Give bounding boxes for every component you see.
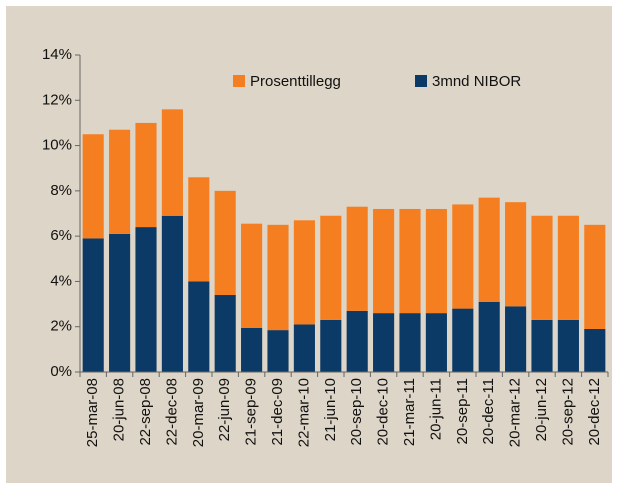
- bar-segment: [161, 215, 183, 372]
- bar-segment: [82, 134, 104, 239]
- bar-segment: [161, 109, 183, 216]
- bar-segment: [505, 202, 527, 307]
- bar-segment: [267, 224, 289, 331]
- bar-segment: [478, 197, 500, 302]
- bar-segment: [188, 177, 210, 282]
- bar-segment: [452, 204, 474, 309]
- legend-swatch: [415, 75, 427, 87]
- bar-segment: [584, 224, 606, 329]
- bar-segment: [531, 215, 553, 320]
- bar-segment: [346, 206, 368, 311]
- bar-segment: [320, 319, 342, 372]
- bar-segment: [214, 190, 236, 296]
- legend-label: 3mnd NIBOR: [432, 73, 521, 90]
- bar-segment: [452, 308, 474, 372]
- bar-segment: [135, 122, 157, 228]
- x-tick-label: 21-mar-11: [401, 378, 418, 446]
- bar-segment: [478, 301, 500, 372]
- y-tick-label: 4%: [50, 272, 72, 289]
- x-tick-label: 20-jun-12: [533, 378, 550, 441]
- bar-segment: [109, 233, 131, 372]
- bar-segment: [425, 208, 447, 314]
- bar-segment: [267, 330, 289, 372]
- bar-segment: [373, 208, 395, 314]
- x-tick-label: 22-sep-08: [137, 378, 154, 446]
- bar-segment: [135, 227, 157, 372]
- y-tick-label: 0%: [50, 363, 72, 380]
- x-tick-label: 20-sep-12: [559, 378, 576, 446]
- bar-segment: [399, 313, 421, 372]
- x-tick-label: 20-mar-09: [190, 378, 207, 447]
- x-tick-label: 20-mar-12: [507, 378, 524, 447]
- bar-segment: [346, 310, 368, 372]
- x-tick-label: 22-dec-08: [163, 378, 180, 446]
- bar-segment: [557, 215, 579, 320]
- y-tick-label: 10%: [42, 137, 72, 154]
- legend-label: Prosenttillegg: [250, 73, 341, 90]
- bar-segment: [373, 313, 395, 372]
- x-tick-label: 20-jun-08: [111, 378, 128, 441]
- x-tick-label: 25-mar-08: [84, 378, 101, 447]
- y-tick-label: 2%: [50, 318, 72, 335]
- y-tick-label: 8%: [50, 182, 72, 199]
- legend-swatch: [233, 75, 245, 87]
- x-tick-label: 20-dec-11: [480, 378, 497, 444]
- x-tick-label: 20-dec-12: [586, 378, 603, 446]
- x-tick-label: 21-sep-09: [243, 378, 260, 446]
- x-tick-label: 20-jun-11: [427, 378, 444, 440]
- x-tick-label: 22-mar-10: [295, 378, 312, 447]
- x-tick-label: 21-jun-10: [322, 378, 339, 441]
- x-tick-label: 21-dec-09: [269, 378, 286, 446]
- bar-segment: [531, 319, 553, 372]
- x-tick-label: 20-sep-11: [454, 378, 471, 444]
- x-tick-label: 20-dec-10: [375, 378, 392, 446]
- bar-segment: [214, 295, 236, 372]
- bar-segment: [293, 324, 315, 372]
- bar-segment: [241, 327, 263, 372]
- bar-segment: [293, 220, 315, 325]
- bar-segment: [109, 129, 131, 234]
- y-tick-label: 6%: [50, 227, 72, 244]
- bar-segment: [557, 319, 579, 372]
- bar-segment: [241, 223, 263, 328]
- y-tick-label: 12%: [42, 91, 72, 108]
- x-tick-label: 20-sep-10: [348, 378, 365, 446]
- x-tick-label: 22-jun-09: [216, 378, 233, 441]
- y-tick-label: 14%: [42, 46, 72, 63]
- bar-segment: [399, 208, 421, 314]
- bar-segment: [82, 238, 104, 372]
- bar-segment: [188, 281, 210, 372]
- bar-segment: [320, 215, 342, 320]
- bar-segment: [505, 306, 527, 372]
- bar-segment: [584, 328, 606, 372]
- bar-segment: [425, 313, 447, 372]
